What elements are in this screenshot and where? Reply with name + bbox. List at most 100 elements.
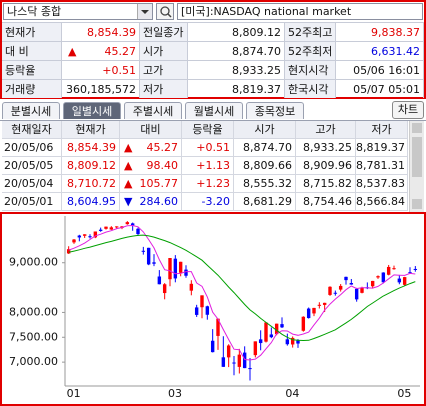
- change-arrow: ▲: [124, 177, 133, 190]
- candle-body: [274, 323, 279, 335]
- date-cell: 20/05/01: [2, 193, 62, 211]
- column-header: 등락율: [182, 121, 234, 139]
- price-cell: 8,933.25: [296, 139, 356, 157]
- candle-body: [194, 307, 199, 315]
- candle-body: [216, 318, 220, 336]
- candle-body: [285, 339, 290, 345]
- quote-value: 8,854.39: [62, 22, 140, 41]
- candle-body: [226, 345, 231, 358]
- quote-value: 8,819.37: [188, 79, 285, 98]
- scroll-thumb[interactable]: [412, 137, 422, 177]
- quote-value-text: 05/07 05:01: [353, 83, 420, 96]
- y-tick-label: 7,000.00: [9, 355, 58, 368]
- candle-body: [397, 278, 402, 283]
- quote-value: 9,838.37: [336, 22, 424, 41]
- moving-average-line: [68, 234, 416, 342]
- dropdown-button[interactable]: [137, 4, 152, 19]
- search-button[interactable]: [156, 3, 174, 20]
- rate-cell: +1.13: [182, 157, 234, 175]
- candle-body: [141, 250, 146, 252]
- candle-body: [173, 258, 178, 279]
- column-header: 고가: [296, 121, 356, 139]
- quote-label: 한국시각: [285, 79, 336, 98]
- candle-body: [130, 223, 135, 226]
- quote-value: +0.51: [62, 60, 140, 79]
- x-tick-label: 05: [397, 387, 411, 400]
- candle-body: [248, 368, 252, 370]
- candle-body: [98, 229, 103, 231]
- quote-value: 05/06 16:01: [336, 60, 424, 79]
- candle-body: [338, 285, 343, 290]
- column-header: 현재가: [62, 121, 120, 139]
- change-arrow: ▲: [68, 45, 77, 58]
- candle-body: [237, 354, 242, 367]
- quote-value-text: 8,874.70: [232, 45, 281, 58]
- y-tick-label: 8,000.00: [9, 305, 58, 318]
- candle-body: [408, 272, 412, 274]
- candle-body: [290, 337, 295, 345]
- tab[interactable]: 종목정보: [246, 102, 304, 119]
- price-cell: 8,537.83: [356, 175, 408, 193]
- change-cell: ▼ 284.60: [120, 193, 182, 211]
- change-arrow: ▼: [124, 195, 133, 208]
- candle-body: [114, 226, 119, 228]
- scroll-up[interactable]: [412, 123, 422, 133]
- quote-value-text: 8,819.37: [232, 83, 281, 96]
- header-row: 나스닥 종합 [미국]:NASDAQ national market: [2, 2, 424, 22]
- candle-body: [317, 304, 322, 306]
- chart-button[interactable]: 차트: [392, 101, 424, 119]
- close-cell: 8,854.39: [62, 139, 120, 157]
- candle-body: [253, 341, 258, 356]
- candle-body: [269, 334, 274, 338]
- change-cell: ▲ 45.27: [120, 139, 182, 157]
- price-cell: 8,781.31: [356, 157, 408, 175]
- x-tick-label: 01: [67, 387, 81, 400]
- candle-body: [146, 247, 151, 265]
- quote-value: 360,185,572: [62, 79, 140, 98]
- candle-body: [306, 308, 311, 319]
- candle-body: [333, 292, 338, 294]
- tab[interactable]: 분별시세: [2, 102, 60, 119]
- quote-label: 거래량: [2, 79, 62, 98]
- quote-label: 저가: [140, 79, 188, 98]
- candle-body: [413, 268, 418, 270]
- chart-border: [0, 212, 426, 406]
- change-arrow: ▲: [124, 141, 133, 154]
- candle-body: [232, 362, 236, 364]
- candle-body: [258, 339, 263, 344]
- candle-body: [205, 306, 210, 315]
- quote-value-text: 05/06 16:01: [353, 64, 420, 77]
- table-grid: 현재일자 현재가 대비 등락율 시가 고가 저가 20/05/06 8,854.39 ▲ 45.27…: [2, 121, 408, 211]
- candle-body: [376, 276, 380, 278]
- quote-value: 6,631.42: [336, 41, 424, 60]
- symbol-dropdown[interactable]: 나스닥 종합: [3, 3, 153, 20]
- tab-bar: 차트 분별시세 일별시세 주별시세 월별시세 종목정보: [0, 100, 426, 120]
- candle-body: [82, 234, 87, 236]
- tab[interactable]: 월별시세: [185, 102, 243, 119]
- column-header: 시가: [234, 121, 296, 139]
- price-cell: 8,909.96: [296, 157, 356, 175]
- quote-value: 8,933.25: [188, 60, 285, 79]
- candle-body: [77, 235, 82, 238]
- candle-body: [88, 236, 92, 238]
- candle-body: [354, 288, 359, 300]
- price-cell: 8,819.37: [356, 139, 408, 157]
- quote-label: 대 비: [2, 41, 62, 60]
- price-cell: 8,566.84: [356, 193, 408, 211]
- candle-body: [178, 261, 183, 273]
- tab[interactable]: 일별시세: [63, 102, 121, 119]
- column-header: 대비: [120, 121, 182, 139]
- tab[interactable]: 주별시세: [124, 102, 182, 119]
- quote-value-text: +0.51: [102, 64, 136, 77]
- scrollbar[interactable]: [409, 121, 424, 212]
- chart: 9,000.00 8,000.00 7,500.00 7,000.00 01 03 04 05: [0, 212, 426, 406]
- candle-body: [109, 227, 114, 230]
- date-cell: 20/05/06: [2, 139, 62, 157]
- scroll-down[interactable]: [412, 199, 422, 209]
- price-cell: 8,681.29: [234, 193, 296, 211]
- quote-label: 등락율: [2, 60, 62, 79]
- quote-value-text: 45.27: [104, 45, 137, 58]
- date-cell: 20/05/04: [2, 175, 62, 193]
- candle-body: [312, 307, 316, 314]
- quote-value: 8,874.70: [188, 41, 285, 60]
